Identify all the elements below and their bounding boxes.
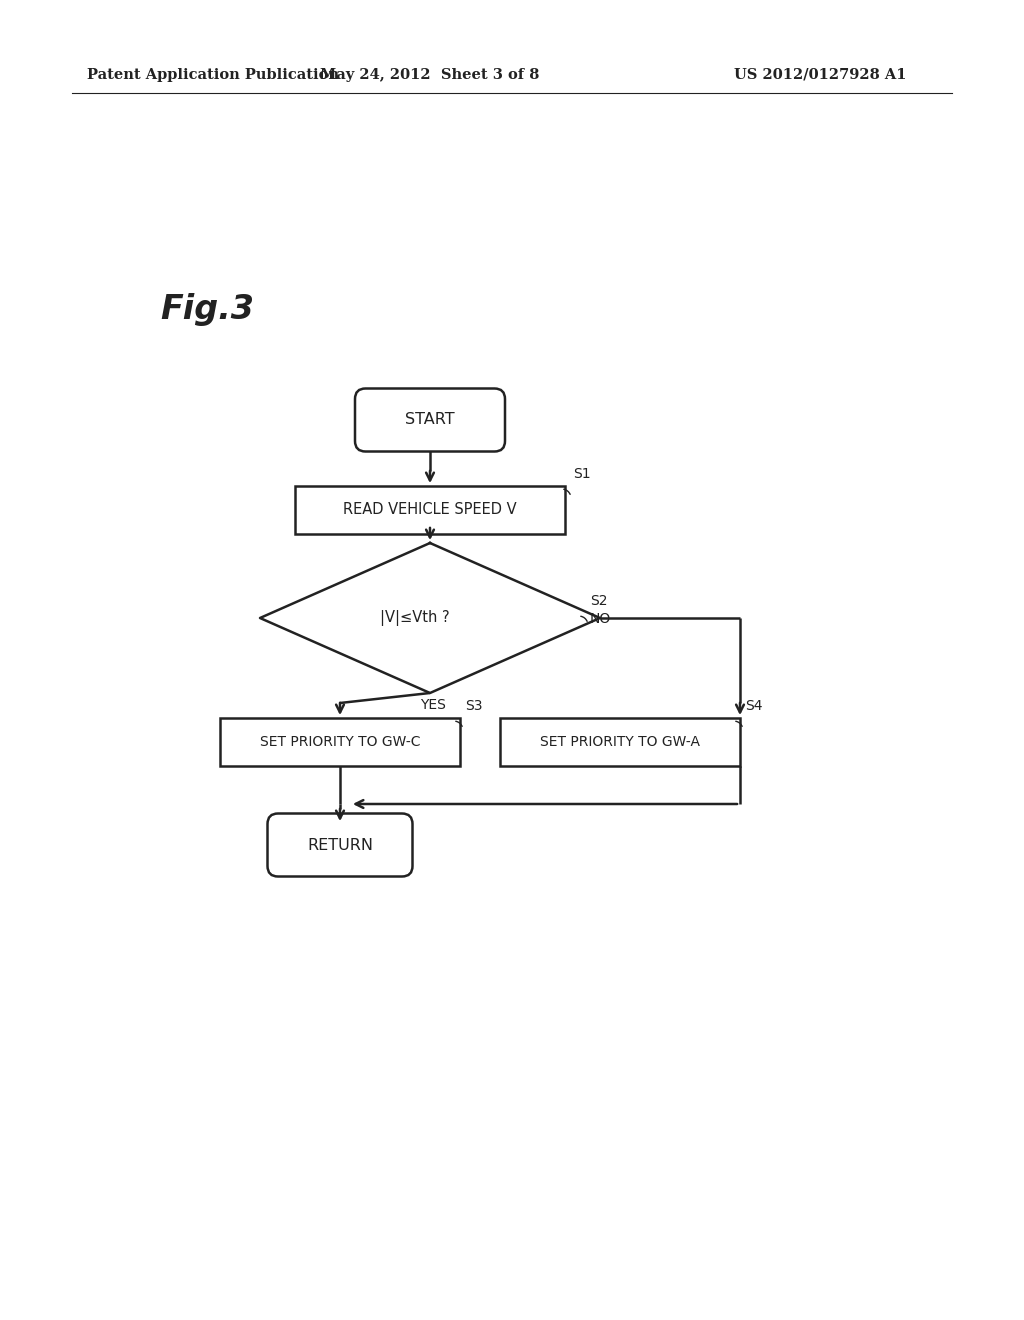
Text: S3: S3 <box>465 700 482 713</box>
Text: START: START <box>406 412 455 428</box>
Text: Patent Application Publication: Patent Application Publication <box>87 69 339 82</box>
Text: RETURN: RETURN <box>307 837 373 853</box>
FancyBboxPatch shape <box>355 388 505 451</box>
Text: SET PRIORITY TO GW-A: SET PRIORITY TO GW-A <box>540 735 700 748</box>
FancyBboxPatch shape <box>267 813 413 876</box>
Text: S1: S1 <box>573 467 591 480</box>
Text: SET PRIORITY TO GW-C: SET PRIORITY TO GW-C <box>260 735 420 748</box>
Text: NO: NO <box>590 612 611 626</box>
Text: US 2012/0127928 A1: US 2012/0127928 A1 <box>734 69 906 82</box>
Text: YES: YES <box>420 698 445 711</box>
Text: Fig.3: Fig.3 <box>160 293 254 326</box>
Bar <box>295 486 565 535</box>
Bar <box>220 718 460 766</box>
Text: |V|≤Vth ?: |V|≤Vth ? <box>380 610 450 626</box>
Bar <box>500 718 740 766</box>
Text: S2: S2 <box>590 594 607 609</box>
Text: S4: S4 <box>745 700 763 713</box>
Text: READ VEHICLE SPEED V: READ VEHICLE SPEED V <box>343 503 517 517</box>
Text: May 24, 2012  Sheet 3 of 8: May 24, 2012 Sheet 3 of 8 <box>321 69 540 82</box>
